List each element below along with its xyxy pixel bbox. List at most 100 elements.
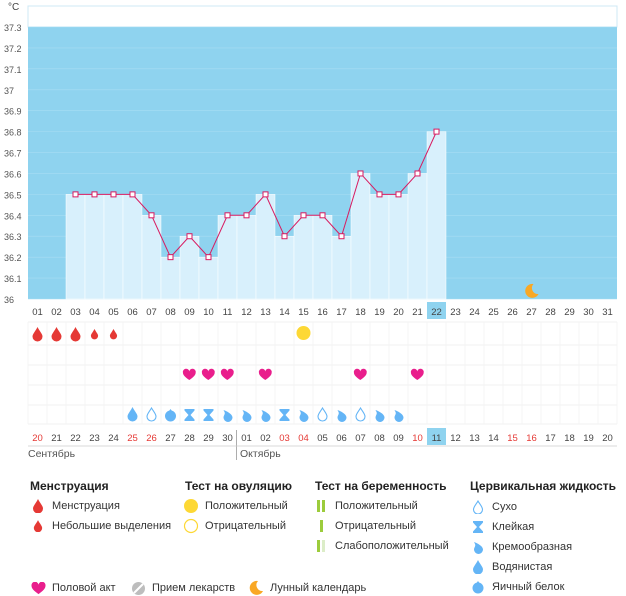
x-tick-label: 06 (127, 307, 138, 318)
cycle-day-label: 14 (488, 433, 499, 444)
drop-shape (109, 328, 118, 340)
moon-shape (525, 283, 539, 298)
legend-pregnancy-weak: Слабоположительный (313, 538, 449, 554)
drop-shape (51, 327, 62, 342)
x-tick-label: 21 (412, 307, 423, 318)
drop-shape (317, 406, 328, 422)
cycle-day-label: 27 (165, 433, 176, 444)
cycle-day-label: 19 (583, 433, 594, 444)
eggwhite-tip (167, 409, 174, 413)
legend-label: Половой акт (52, 582, 116, 594)
temp-bar (160, 256, 181, 300)
temp-bar (293, 215, 314, 300)
cycle-day-label: 03 (279, 433, 290, 444)
dry-drop-icon (355, 406, 366, 422)
temp-bar (141, 215, 162, 300)
x-tick-label: 07 (146, 307, 157, 318)
y-tick-label: 37.3 (4, 23, 22, 33)
creamy-shape (375, 410, 385, 422)
legend-label: Положительный (205, 500, 288, 512)
watery-drop-icon (127, 407, 138, 422)
temperature-line (75, 131, 437, 259)
single-line-icon (313, 518, 329, 534)
heart-shape (201, 368, 215, 381)
y-tick-label: 37.1 (4, 65, 22, 75)
menstruation-drop-icon (32, 327, 43, 342)
legend-menstruation: Менструация (30, 479, 109, 493)
temp-bar (388, 194, 409, 300)
light-drop-icon (109, 328, 118, 340)
heart-shape (353, 368, 367, 381)
temp-bar (331, 235, 352, 300)
legend-intercourse: Половой акт (30, 580, 116, 596)
legend-ovulation: Тест на овуляцию (185, 479, 292, 493)
creamy-shape (242, 410, 252, 422)
heart-shape (258, 368, 272, 381)
x-tick-label: 19 (374, 307, 385, 318)
legend-moon: Лунный календарь (248, 580, 366, 596)
legend-label: Водянистая (492, 561, 553, 573)
temp-bar (217, 215, 238, 300)
cycle-day-label: 05 (317, 433, 328, 444)
legend-label: Сухо (492, 501, 517, 513)
y-tick-label: 36.9 (4, 107, 22, 117)
y-tick-label: 37 (4, 86, 14, 96)
creamy-shape (261, 410, 271, 422)
x-tick-label: 01 (32, 307, 43, 318)
legend-label: Отрицательный (335, 520, 416, 532)
creamy-drop-icon (470, 539, 486, 555)
cycle-day-label: 07 (355, 433, 366, 444)
light-drop-icon (90, 328, 99, 340)
legend-menstruation-title: Менструация (30, 479, 109, 493)
temperature-point (300, 212, 307, 219)
hourglass-shape (279, 409, 290, 421)
cycle-day-label: 09 (393, 433, 404, 444)
temperature-point (281, 233, 288, 240)
drop-shape (355, 406, 366, 422)
cycle-day-label: 04 (298, 433, 309, 444)
cycle-day-label: 13 (469, 433, 480, 444)
creamy-shape (223, 410, 233, 422)
x-tick-label: 02 (51, 307, 62, 318)
moon-icon (525, 283, 539, 298)
temperature-point (186, 233, 193, 240)
temp-bar (103, 194, 124, 300)
heart-shape (410, 368, 424, 381)
drop-shape (90, 328, 99, 340)
x-tick-label: 15 (298, 307, 309, 318)
drop-shape (127, 407, 138, 422)
temp-bar (84, 194, 105, 300)
x-tick-label: 11 (223, 307, 233, 318)
ovulation-positive-icon (296, 326, 311, 340)
legend-menstruation-full: Менструация (30, 498, 120, 514)
temp-bar (179, 235, 200, 300)
legend-pregnancy-positive: Положительный (313, 498, 418, 514)
x-tick-label: 27 (526, 307, 537, 318)
temp-bar (350, 173, 371, 300)
temperature-point (148, 212, 155, 219)
cycle-day-label: 26 (146, 433, 157, 444)
temperature-point (395, 191, 402, 198)
y-tick-label: 36.1 (4, 274, 22, 284)
cycle-day-label: 22 (70, 433, 81, 444)
temp-bar (407, 173, 428, 300)
menstruation-drop-icon (70, 327, 81, 342)
creamy-drop-icon (261, 410, 271, 422)
legend-label: Менструация (52, 500, 120, 512)
heart-icon (30, 580, 46, 596)
x-tick-label: 17 (336, 307, 347, 318)
temperature-point (414, 170, 421, 177)
x-tick-label: 10 (203, 307, 214, 318)
month-label: Сентябрь (28, 448, 76, 460)
legend-label: Небольшие выделения (52, 520, 172, 532)
x-tick-label: 16 (317, 307, 328, 318)
cycle-day-label: 23 (89, 433, 100, 444)
cycle-highlight (427, 428, 446, 445)
creamy-drop-icon (394, 410, 404, 422)
legend-cervical-sticky: Клейкая (470, 519, 534, 535)
temperature-point (91, 191, 98, 198)
temp-bar (236, 215, 257, 300)
legend-cervical-title: Цервикальная жидкость (470, 479, 617, 493)
dry-drop-icon (146, 406, 157, 422)
x-tick-label: 23 (450, 307, 461, 318)
